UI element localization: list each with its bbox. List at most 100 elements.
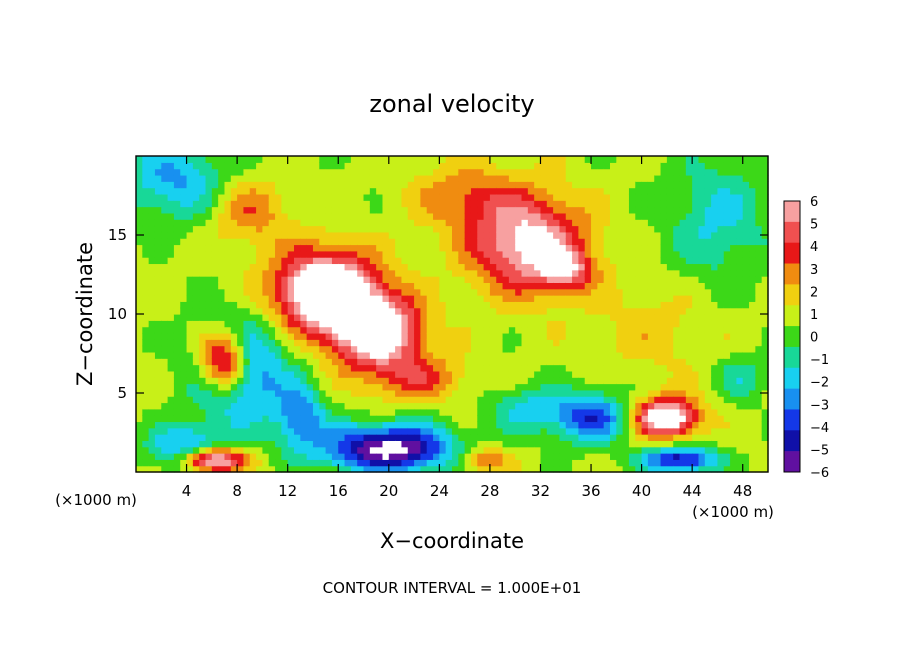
heatmap-cell [685,370,693,378]
heatmap-cell [496,364,504,372]
heatmap-cell [414,320,421,328]
heatmap-cell [641,219,649,227]
heatmap-cell [331,427,339,435]
heatmap-cell [553,288,561,296]
heatmap-cell [382,174,390,182]
heatmap-cell [325,250,333,258]
heatmap-cell [730,269,737,277]
heatmap-cell [401,326,409,334]
heatmap-cell [173,156,181,163]
heatmap-cell [641,282,649,290]
heatmap-cell [256,345,263,353]
heatmap-cell [167,421,175,429]
heatmap-cell [698,389,706,397]
heatmap-cell [357,364,365,372]
heatmap-cell [540,358,548,366]
heatmap-cell [294,415,301,423]
heatmap-cell [736,326,744,334]
heatmap-cell [628,383,636,391]
heatmap-cell [287,187,295,195]
heatmap-cell [527,231,535,239]
heatmap-cell [439,269,447,277]
heatmap-cell [388,257,396,265]
heatmap-cell [717,200,725,208]
heatmap-cell [186,193,194,201]
heatmap-cell [527,257,535,265]
heatmap-cell [325,206,333,214]
heatmap-cell [470,168,478,176]
heatmap-cell [616,370,624,378]
heatmap-cell [622,421,630,429]
heatmap-cell [591,282,598,290]
heatmap-cell [173,263,181,271]
heatmap-cell [294,459,301,467]
heatmap-cell [717,156,725,163]
heatmap-cell [591,389,598,397]
heatmap-cell [635,156,643,163]
heatmap-cell [161,187,169,195]
heatmap-cell [660,370,668,378]
heatmap-cell [565,446,573,454]
heatmap-cell [572,162,579,170]
heatmap-cell [173,434,181,441]
heatmap-cell [218,446,226,454]
heatmap-cell [426,370,434,378]
heatmap-cell [281,244,289,252]
heatmap-cell [470,225,478,233]
heatmap-cell [230,238,238,246]
heatmap-cell [628,174,636,182]
heatmap-cell [433,345,440,353]
heatmap-cell [483,358,491,366]
heatmap-cell [300,193,308,201]
heatmap-cell [477,257,485,265]
heatmap-cell [420,181,428,189]
heatmap-cell [628,421,636,429]
heatmap-cell [439,402,447,410]
heatmap-cell [610,206,617,214]
heatmap-cell [483,465,491,473]
heatmap-cell [723,351,731,359]
heatmap-cell [622,257,630,265]
heatmap-cell [344,358,352,366]
heatmap-cell [610,446,617,454]
heatmap-cell [186,326,194,334]
heatmap-cell [173,402,181,410]
heatmap-cell [673,383,681,391]
heatmap-cell [401,332,409,340]
heatmap-cell [647,446,655,454]
heatmap-cell [300,402,308,410]
heatmap-cell [287,383,295,391]
heatmap-cell [388,326,396,334]
heatmap-cell [553,307,561,315]
heatmap-cell [635,269,643,277]
heatmap-cell [306,415,314,423]
heatmap-cell [470,238,478,246]
heatmap-cell [224,231,232,239]
heatmap-cell [628,244,636,252]
heatmap-cell [395,238,403,246]
heatmap-cell [230,415,238,423]
heatmap-cell [142,440,150,448]
heatmap-cell [433,332,440,340]
heatmap-cell [218,250,226,258]
heatmap-cell [584,200,592,208]
heatmap-cell [420,225,428,233]
heatmap-cell [256,351,263,359]
heatmap-cell [496,415,504,423]
heatmap-cell [395,156,403,163]
heatmap-cell [704,301,712,309]
heatmap-cell [736,231,744,239]
heatmap-cell [584,465,592,473]
heatmap-cell [294,396,301,404]
heatmap-cell [287,396,295,404]
heatmap-cell [673,307,681,315]
heatmap-cell [180,332,188,340]
heatmap-cell [749,446,756,454]
heatmap-cell [300,187,308,195]
heatmap-cell [325,440,333,448]
heatmap-cell [154,295,162,302]
heatmap-cell [407,231,415,239]
heatmap-cell [287,389,295,397]
heatmap-cell [553,295,561,302]
heatmap-cell [540,415,548,423]
